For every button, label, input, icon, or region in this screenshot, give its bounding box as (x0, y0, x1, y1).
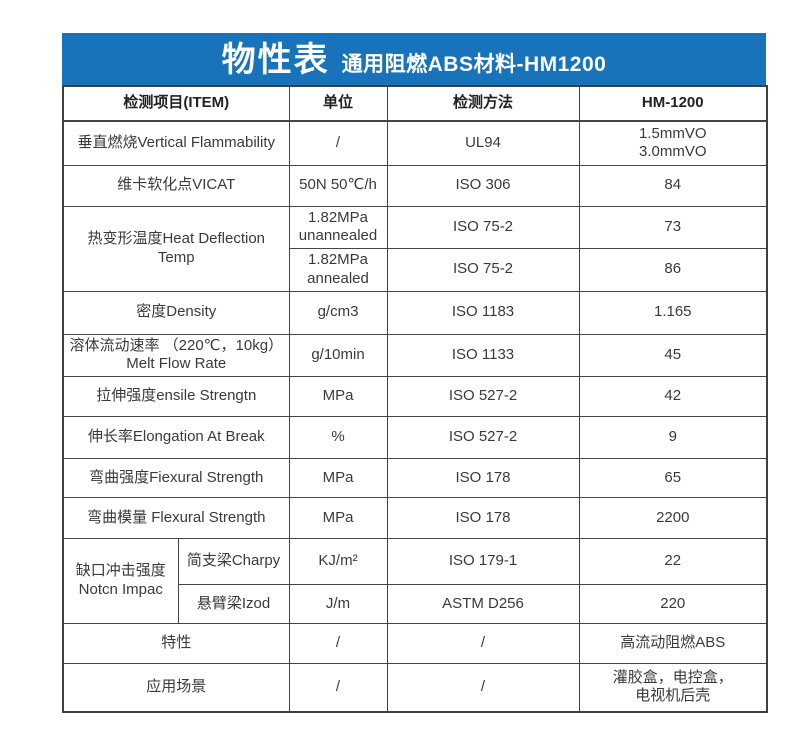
unit-cell: MPa (288, 497, 388, 539)
value-cell: 1.165 (578, 290, 768, 335)
value-cell: 86 (578, 248, 768, 292)
unit-cell: 1.82MPa unannealed (288, 205, 388, 249)
unit-cell: / (288, 623, 388, 664)
item-cell: 弯曲模量 Flexural Strength (62, 497, 290, 539)
row-density: 密度Density g/cm3 ISO 1183 1.165 (62, 290, 768, 335)
row-flexural-modulus: 弯曲模量 Flexural Strength MPa ISO 178 2200 (62, 497, 768, 539)
spec-sheet: 物性表 通用阻燃ABS材料-HM1200 检测项目(ITEM) 单位 检测方法 … (62, 33, 769, 713)
method-cell: ISO 179-1 (386, 538, 580, 585)
item-cell: 拉伸强度ensile Strengtn (62, 376, 290, 417)
value-cell: 灌胶盒，电控盒， 电视机后壳 (578, 663, 768, 712)
method-cell: / (386, 623, 580, 664)
value-cell: 65 (578, 458, 768, 498)
value-cell: 220 (578, 584, 768, 624)
row-hdt-annealed: 1.82MPa annealed ISO 75-2 86 (63, 248, 768, 292)
row-hdt-unannealed: 热变形温度Heat Deflection Temp 1.82MPa unanne… (62, 205, 768, 292)
property-table: 检测项目(ITEM) 单位 检测方法 HM-1200 垂直燃烧Vertical … (62, 85, 769, 713)
row-impact-izod: 悬臂梁Izod J/m ASTM D256 220 (63, 584, 768, 624)
item-cell: 缺口冲击强度 Notcn Impac (62, 538, 179, 624)
method-cell: ISO 1133 (386, 333, 580, 377)
item-cell: 溶体流动速率 （220℃，10kg） Melt Flow Rate (62, 333, 290, 377)
value-cell: 1.5mmVO 3.0mmVO (578, 120, 768, 166)
method-cell: ISO 178 (386, 497, 580, 539)
col-header-item: 检测项目(ITEM) (62, 85, 290, 122)
unit-cell: MPa (288, 376, 388, 417)
unit-cell: KJ/m² (288, 538, 388, 585)
row-elongation: 伸长率Elongation At Break % ISO 527-2 9 (62, 416, 768, 459)
item-cell: 应用场景 (62, 663, 290, 712)
method-cell: ISO 75-2 (386, 205, 580, 249)
unit-cell: J/m (288, 584, 388, 624)
unit-cell: 50N 50℃/h (288, 164, 388, 207)
unit-cell: g/10min (288, 333, 388, 377)
value-cell: 9 (578, 416, 768, 459)
col-header-unit: 单位 (288, 85, 388, 122)
unit-cell: 1.82MPa annealed (288, 248, 388, 292)
item-cell: 维卡软化点VICAT (62, 164, 290, 207)
method-cell: ISO 306 (386, 164, 580, 207)
item-cell: 密度Density (62, 290, 290, 335)
row-flexural-strength: 弯曲强度Fiexural Strength MPa ISO 178 65 (62, 458, 768, 498)
item-cell: 热变形温度Heat Deflection Temp (62, 205, 290, 292)
table-header-row: 检测项目(ITEM) 单位 检测方法 HM-1200 (62, 85, 768, 122)
col-header-grade: HM-1200 (578, 85, 768, 122)
value-cell: 45 (578, 333, 768, 377)
col-header-method: 检测方法 (386, 85, 580, 122)
subitem-cell: 悬臂梁Izod (177, 584, 290, 624)
row-flammability: 垂直燃烧Vertical Flammability / UL94 1.5mmVO… (62, 120, 768, 166)
unit-cell: / (288, 663, 388, 712)
row-vicat: 维卡软化点VICAT 50N 50℃/h ISO 306 84 (62, 164, 768, 207)
unit-cell: % (288, 416, 388, 459)
method-cell: ISO 527-2 (386, 416, 580, 459)
row-impact-charpy: 缺口冲击强度 Notcn Impac 简支梁Charpy KJ/m² ISO 1… (62, 538, 768, 624)
page-subtitle: 通用阻燃ABS材料-HM1200 (341, 53, 607, 76)
row-melt-flow-rate: 溶体流动速率 （220℃，10kg） Melt Flow Rate g/10mi… (62, 333, 768, 377)
item-cell: 特性 (62, 623, 290, 664)
method-cell: / (386, 663, 580, 712)
method-cell: ISO 1183 (386, 290, 580, 335)
row-tensile-strength: 拉伸强度ensile Strengtn MPa ISO 527-2 42 (62, 376, 768, 417)
unit-cell: g/cm3 (288, 290, 388, 335)
value-cell: 22 (578, 538, 768, 585)
item-cell: 垂直燃烧Vertical Flammability (62, 120, 290, 166)
method-cell: ISO 178 (386, 458, 580, 498)
row-applications: 应用场景 / / 灌胶盒，电控盒， 电视机后壳 (62, 663, 768, 712)
row-traits: 特性 / / 高流动阻燃ABS (62, 623, 768, 664)
method-cell: UL94 (386, 120, 580, 166)
item-cell: 弯曲强度Fiexural Strength (62, 458, 290, 498)
value-cell: 42 (578, 376, 768, 417)
value-cell: 73 (578, 205, 768, 249)
method-cell: ASTM D256 (386, 584, 580, 624)
unit-cell: MPa (288, 458, 388, 498)
unit-cell: / (288, 120, 388, 166)
method-cell: ISO 527-2 (386, 376, 580, 417)
page-title: 物性表 (221, 41, 330, 79)
value-cell: 高流动阻燃ABS (578, 623, 768, 664)
method-cell: ISO 75-2 (386, 248, 580, 292)
item-cell: 伸长率Elongation At Break (62, 416, 290, 459)
value-cell: 2200 (578, 497, 768, 539)
subitem-cell: 简支梁Charpy (177, 538, 290, 585)
value-cell: 84 (578, 164, 768, 207)
title-banner: 物性表 通用阻燃ABS材料-HM1200 (62, 33, 766, 85)
